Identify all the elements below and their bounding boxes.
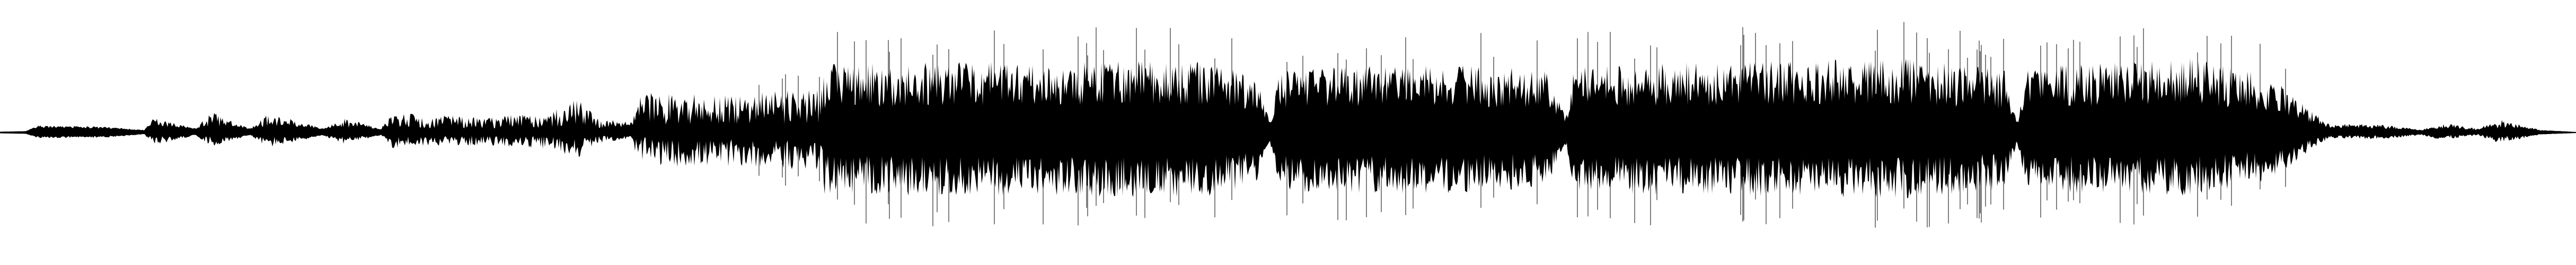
waveform-envelope — [0, 58, 2576, 199]
waveform-peaks — [758, 22, 2286, 228]
